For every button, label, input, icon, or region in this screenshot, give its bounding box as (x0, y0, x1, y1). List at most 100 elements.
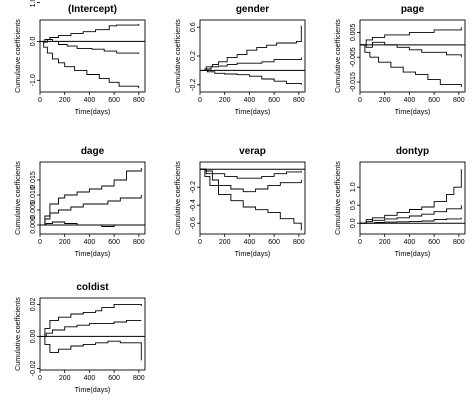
plot-frame (199, 161, 306, 235)
x-tick-label: 0 (358, 239, 362, 246)
series-line-2 (40, 40, 140, 89)
x-tick-label: 600 (428, 97, 440, 104)
y-tick-label: 0.005 (30, 201, 37, 219)
series-line-0 (40, 168, 142, 226)
x-tick-label: 800 (133, 97, 145, 104)
y-tick-label: 0.0 (350, 218, 357, 228)
series-line-0 (200, 168, 302, 179)
x-tick-label: 800 (133, 239, 145, 246)
y-axis-label: Cumulative coefficients (13, 19, 22, 93)
y-tick-label: 0.00 (30, 329, 37, 343)
x-tick-label: 400 (84, 97, 96, 104)
x-tick-label: 200 (379, 97, 391, 104)
plot-frame (199, 19, 306, 93)
series-line-1 (40, 39, 140, 54)
chart-title: dage (81, 146, 105, 157)
series-line-0 (200, 25, 302, 71)
plot-frame (359, 161, 466, 235)
x-tick-label: 600 (428, 239, 440, 246)
y-tick-label: -1.0 (30, 74, 37, 86)
x-tick-label: 800 (133, 375, 145, 382)
series-line-2 (40, 221, 142, 227)
y-axis-label: Cumulative coefficients (13, 161, 22, 235)
y-axis-label: Cumulative coefficients (333, 161, 342, 235)
chart-title: verap (239, 146, 266, 157)
x-tick-label: 0 (198, 239, 202, 246)
x-tick-label: 600 (108, 375, 120, 382)
x-tick-label: 400 (244, 239, 256, 246)
y-tick-label: 0.6 (190, 22, 197, 32)
series-line-2 (360, 44, 462, 87)
x-tick-label: 800 (293, 239, 305, 246)
x-tick-label: 800 (453, 97, 465, 104)
plot-frame (39, 19, 146, 93)
chart-title: gender (236, 4, 269, 15)
chart-title: coldist (76, 282, 109, 293)
chart-panel-2: page 0 200 400 600 800 -0.015 -0.005 0.005 Time(d… (333, 4, 466, 116)
series-line-0 (40, 23, 140, 42)
y-tick-label: 1.0 (30, 0, 37, 7)
chart-panel-0: (Intercept) 0 200 400 600 800 -1.0 0.0 1.0 Time(d… (13, 0, 146, 116)
x-tick-label: 200 (59, 375, 71, 382)
chart-panel-4: verap 0 200 400 600 800 -0.6 -0.4 -0.2 Time(days)… (173, 146, 306, 258)
y-axis-label: Cumulative coefficients (173, 161, 182, 235)
x-tick-label: 400 (84, 375, 96, 382)
chart-title: dontyp (396, 146, 429, 157)
x-tick-label: 400 (404, 239, 416, 246)
x-tick-label: 600 (268, 239, 280, 246)
x-tick-label: 200 (59, 239, 71, 246)
series-line-2 (360, 217, 462, 224)
y-tick-label: 0.02 (30, 297, 37, 311)
x-tick-label: 600 (108, 239, 120, 246)
y-tick-label: 0.010 (30, 186, 37, 204)
y-tick-label: -0.4 (190, 199, 197, 211)
x-axis-label: Time(days) (235, 107, 271, 116)
series-line-2 (40, 335, 142, 361)
y-tick-label: 0.005 (350, 24, 357, 42)
x-axis-label: Time(days) (395, 249, 431, 258)
x-tick-label: 0 (198, 97, 202, 104)
x-axis-label: Time(days) (75, 249, 111, 258)
plot-frame (39, 297, 146, 371)
x-tick-label: 400 (404, 97, 416, 104)
y-tick-label: -0.6 (190, 217, 197, 229)
x-tick-label: 200 (59, 97, 71, 104)
y-tick-label: 0.015 (30, 171, 37, 189)
y-tick-label: 0.0 (30, 36, 37, 46)
x-axis-label: Time(days) (75, 385, 111, 394)
chart-panel-1: gender 0 200 400 600 800 -0.2 0.2 0.6 Time(days) C… (173, 4, 306, 116)
chart-title: (Intercept) (68, 4, 117, 15)
chart-panel-5: dontyp 0 200 400 600 800 0.0 0.5 1.0 Time(days) Cu… (333, 146, 466, 258)
x-axis-label: Time(days) (235, 249, 271, 258)
series-line-0 (360, 27, 462, 46)
y-tick-label: -0.005 (350, 47, 357, 67)
x-tick-label: 200 (219, 239, 231, 246)
series-line-1 (360, 41, 462, 58)
y-axis-label: Cumulative coefficients (173, 19, 182, 93)
y-tick-label: 0.5 (350, 200, 357, 210)
series-line-1 (360, 205, 462, 224)
x-tick-label: 0 (358, 97, 362, 104)
y-tick-label: 0.000 (30, 216, 37, 234)
x-tick-label: 600 (108, 97, 120, 104)
x-tick-label: 0 (38, 239, 42, 246)
chart-panel-6: coldist 0 200 400 600 800 -0.02 0.00 0.02 Time(da… (13, 282, 146, 394)
y-tick-label: 0.2 (190, 51, 197, 61)
series-line-0 (40, 303, 142, 337)
x-tick-label: 200 (219, 97, 231, 104)
x-tick-label: 800 (293, 97, 305, 104)
y-tick-label: 1.0 (350, 182, 357, 192)
series-line-1 (40, 319, 142, 337)
x-axis-label: Time(days) (395, 107, 431, 116)
y-axis-label: Cumulative coefficients (333, 19, 342, 93)
series-line-2 (200, 168, 302, 231)
x-tick-label: 0 (38, 97, 42, 104)
plot-frame (39, 161, 146, 235)
y-tick-label: -0.2 (190, 181, 197, 193)
x-tick-label: 400 (84, 239, 96, 246)
y-axis-label: Cumulative coefficients (13, 297, 22, 371)
x-tick-label: 0 (38, 375, 42, 382)
y-tick-label: -0.015 (350, 72, 357, 92)
